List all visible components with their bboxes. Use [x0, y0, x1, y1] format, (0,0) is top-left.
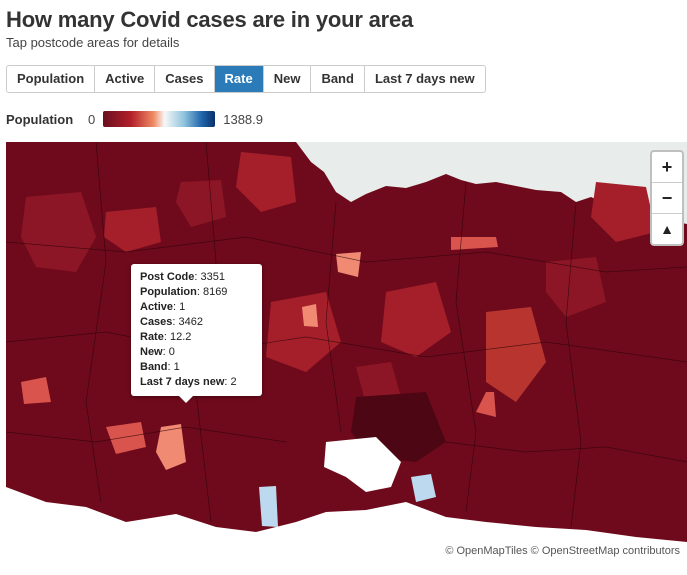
map-canvas[interactable] [6, 142, 687, 575]
region[interactable] [451, 237, 498, 250]
region[interactable] [476, 392, 496, 417]
region[interactable] [259, 486, 278, 527]
zoom-out-button[interactable]: − [652, 183, 682, 214]
region[interactable] [21, 377, 51, 404]
region[interactable] [176, 180, 226, 227]
tab-active[interactable]: Active [95, 66, 156, 92]
tooltip-row: Last 7 days new: 2 [140, 376, 237, 388]
tab-rate[interactable]: Rate [214, 66, 264, 92]
zoom-in-button[interactable]: + [652, 152, 682, 183]
region[interactable] [591, 182, 656, 242]
region[interactable] [302, 304, 318, 327]
region[interactable] [106, 422, 146, 454]
selected-postcode-area[interactable] [156, 424, 186, 470]
region[interactable] [21, 192, 96, 272]
tooltip-row: Band: 1 [140, 361, 180, 373]
legend-min: 0 [88, 111, 96, 127]
tooltip-row: Post Code: 3351 [140, 271, 226, 283]
region[interactable] [381, 282, 451, 357]
page-title: How many Covid cases are in your area [6, 7, 414, 32]
color-legend: Population 0 1388.9 [6, 110, 263, 128]
legend-label: Population [6, 111, 74, 127]
page-subtitle: Tap postcode areas for details [6, 35, 180, 50]
tab-population[interactable]: Population [7, 66, 96, 92]
tab-band[interactable]: Band [311, 66, 365, 92]
region[interactable] [546, 257, 606, 317]
postcode-tooltip: Post Code: 3351 Population: 8169 Active:… [131, 264, 262, 403]
choropleth-map[interactable] [6, 142, 687, 575]
port-phillip-bay [324, 437, 401, 492]
tooltip-row: Active: 1 [140, 301, 186, 313]
legend-max: 1388.9 [223, 111, 263, 127]
postcode-boundaries [6, 142, 687, 528]
tab-cases[interactable]: Cases [155, 66, 215, 92]
sea-north [296, 142, 687, 224]
map-zoom-controls: + − ▲ [650, 150, 684, 246]
region[interactable] [336, 252, 361, 277]
legend-gradient-bar [103, 111, 216, 127]
tooltip-row: Cases: 3462 [140, 316, 204, 328]
region[interactable] [411, 474, 436, 502]
region[interactable] [266, 292, 341, 372]
map-attribution[interactable]: © OpenMapTiles © OpenStreetMap contribut… [442, 545, 683, 557]
region[interactable] [356, 362, 401, 404]
tab-new[interactable]: New [264, 66, 312, 92]
region[interactable] [486, 307, 546, 402]
land-base [6, 142, 687, 575]
tab-last-7-days-new[interactable]: Last 7 days new [374, 71, 475, 86]
tooltip-row: Population: 8169 [140, 286, 228, 298]
reset-north-button[interactable]: ▲ [660, 221, 674, 237]
region[interactable] [104, 207, 161, 252]
metric-tabs: Population Active Cases Rate New Band La… [6, 65, 486, 93]
tooltip-row: New: 0 [140, 346, 175, 358]
tooltip-row: Rate: 12.2 [140, 331, 192, 343]
region[interactable] [236, 152, 296, 212]
